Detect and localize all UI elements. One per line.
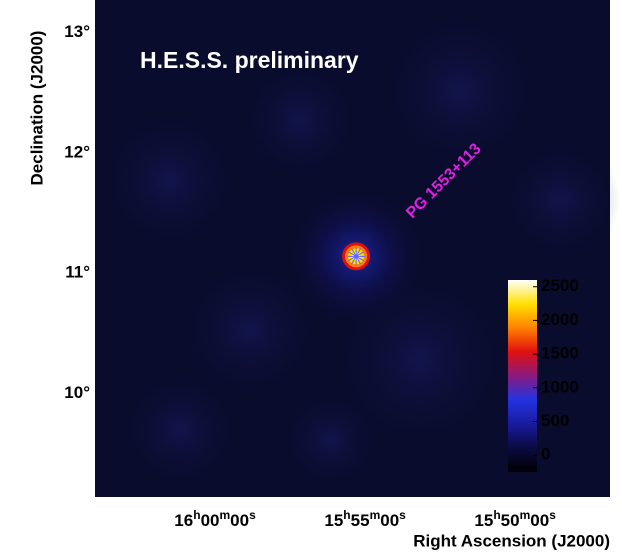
colorbar-tick-label: 1000 [541,377,579,396]
x-tick-label-part: 5 [334,511,343,530]
x-tick-label-part: h [493,508,500,522]
colorbar-tick-label: 2500 [541,276,579,295]
colorbar-tick-label: 0 [541,445,550,464]
x-tick-label: 15h50m00s [474,508,556,530]
x-tick-label-part: 1 [324,511,333,530]
y-tick-label: 13° [64,22,90,41]
x-tick-label-part: h [343,508,350,522]
colorbar-tick-label: 2000 [541,310,579,329]
x-tick-label-part: 0 [380,511,389,530]
x-tick-label-part: 0 [540,511,549,530]
y-tick-label: 11° [65,263,90,282]
x-tick-label: 15h55m00s [324,508,406,530]
colorbar [508,280,537,472]
chart-title: H.E.S.S. preliminary [140,47,359,73]
x-tick-label-part: 0 [201,511,210,530]
x-tick-label-part: 0 [230,511,239,530]
sky-texture [500,140,620,260]
x-tick-label-part: h [193,508,200,522]
y-tick-label: 12° [64,142,90,161]
sky-texture [380,10,540,170]
x-tick-label-part: 0 [390,511,399,530]
x-tick-label-part: s [399,508,406,522]
chart: H.E.S.S. preliminary Right Ascension (J2… [0,0,622,553]
x-tick-label-part: m [520,508,531,522]
x-tick-label: 16h00m00s [174,508,256,530]
x-tick-label-part: 5 [484,511,493,530]
x-tick-label-part: s [549,508,556,522]
x-tick-label-part: s [249,508,256,522]
colorbar-tick-label: 1500 [541,344,579,363]
x-tick-label-part: 5 [360,511,369,530]
x-tick-label-part: 0 [210,511,219,530]
x-tick-label-part: m [370,508,381,522]
sky-texture [120,370,240,490]
sky-texture [240,60,360,180]
sky-texture [280,390,380,490]
x-tick-label-part: 1 [474,511,483,530]
x-tick-label-part: 0 [510,511,519,530]
x-tick-label-part: 5 [501,511,510,530]
x-tick-label-part: m [220,508,231,522]
x-axis-title: Right Ascension (J2000) [413,531,610,550]
x-tick-label-part: 0 [530,511,539,530]
x-tick-label-part: 1 [174,511,183,530]
x-tick-label-part: 6 [184,511,193,530]
y-tick-label: 10° [64,383,90,402]
x-tick-label-part: 5 [351,511,360,530]
x-tick-label-part: 0 [240,511,249,530]
sky-texture [100,110,240,250]
y-axis-title: Declination (J2000) [27,31,46,186]
colorbar-tick-label: 500 [541,411,569,430]
